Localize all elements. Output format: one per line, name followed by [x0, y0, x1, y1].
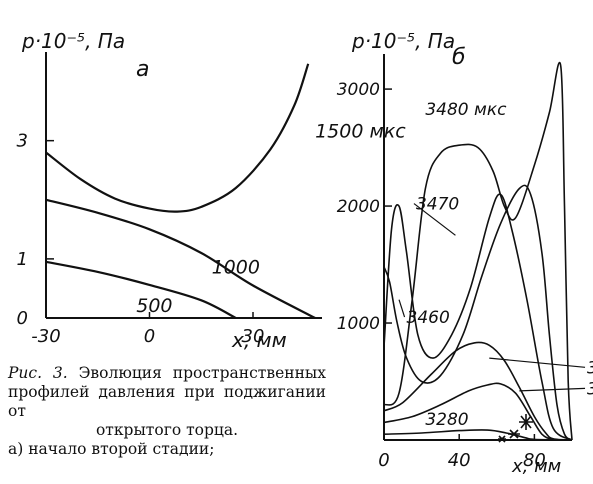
- panel-b-y-tick-label: 1000: [337, 314, 380, 334]
- panel-b-leader-line: [519, 387, 586, 392]
- panel-b-curve: [383, 429, 573, 441]
- panel-b-curve-label: 3400: [587, 379, 593, 399]
- panel-b-curve-label: 3470: [416, 195, 459, 215]
- panel-b-curve-label: 3280: [425, 410, 468, 430]
- panel-b-curve: [383, 382, 573, 441]
- caption-text: Эволюция пространственных профилей давле…: [8, 364, 326, 420]
- panel-a-curve-label: 500: [136, 295, 172, 317]
- panel-a-y-tick-label: 1: [17, 249, 28, 270]
- panel-b-xlabel: x, мм: [511, 456, 561, 477]
- panel-a-curve-label: 1500 мкс: [315, 121, 406, 143]
- panel-a-curve: [45, 260, 237, 319]
- panel-a-y-tick-label: 0: [17, 308, 28, 329]
- panel-b-label: б: [452, 45, 466, 70]
- panel-a-xlabel: x, мм: [231, 328, 287, 352]
- panel-b-x-tick-label: 40: [448, 450, 471, 471]
- panel-a-x-tick-label: 30: [242, 326, 265, 347]
- figure-caption: Рис. 3. Эволюция пространственных профил…: [8, 364, 326, 459]
- panel-b-leader-line: [489, 357, 586, 368]
- panel-a-y-tick-label: 3: [17, 131, 28, 152]
- panel-b-y-tick-label: 2000: [337, 197, 380, 217]
- panel-b-x-tick-label: 80: [523, 450, 546, 471]
- panel-b-x-tick-label: 0: [378, 450, 389, 471]
- star-marker: [498, 435, 506, 443]
- panel-a-curve-label: 1000: [212, 257, 260, 279]
- panel-a-x-tick-label: -30: [31, 326, 60, 347]
- star-marker: [508, 429, 520, 439]
- panel-a-ylabel: p·10⁻⁵, Па: [21, 29, 125, 53]
- panel-b-curve: [383, 61, 573, 441]
- panel-b-leader-line: [398, 299, 406, 318]
- panel-a-label: а: [136, 57, 149, 82]
- panel-b-curve: [383, 193, 573, 441]
- panel-b-ylabel: p·10⁻⁵, Па: [351, 29, 455, 53]
- flame-front-markers: [498, 414, 533, 443]
- panel-a-curve: [45, 63, 310, 213]
- panel-a-curve: [45, 198, 316, 319]
- caption-continuation: открытого торца.: [95, 421, 239, 439]
- panel-b-curve-label: 3480 мкс: [425, 100, 507, 120]
- panel-b: 0 40 80 1000 2000 3000 3280 34003450 3460 3470 34…: [337, 29, 593, 477]
- caption-label: Рис. 3.: [8, 364, 68, 382]
- panel-a-x-tick-label: 0: [144, 326, 155, 347]
- panel-b-y-tick-label: 3000: [337, 80, 380, 100]
- panel-b-curve: [383, 341, 573, 441]
- caption-sub: а) начало второй стадии;: [8, 440, 215, 458]
- panel-b-leader-line: [413, 203, 456, 236]
- panel-b-curve: [383, 184, 573, 441]
- star-marker: [519, 414, 533, 430]
- panel-b-curve-label: 3450: [587, 358, 593, 378]
- panel-b-curve-label: 3460: [407, 308, 450, 328]
